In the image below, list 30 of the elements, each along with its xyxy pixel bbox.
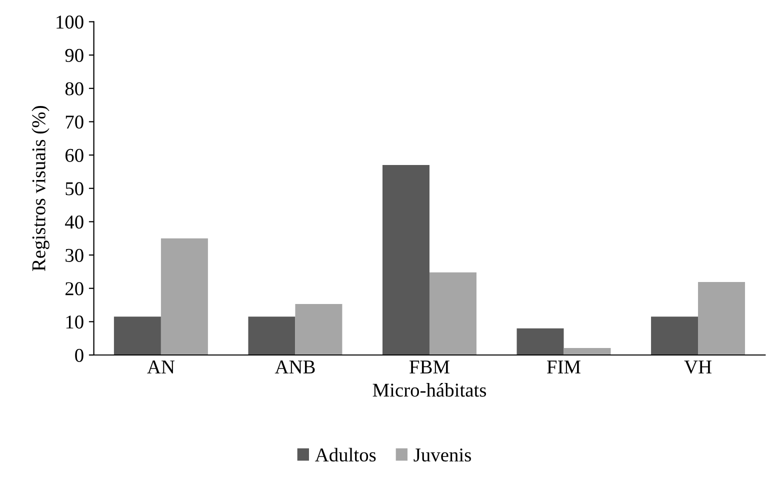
x-tick-label: AN: [147, 360, 175, 374]
legend-label: Adultos: [315, 448, 376, 462]
bar: [248, 316, 296, 356]
y-tick-label: 60: [65, 148, 84, 162]
y-tick-label: 10: [66, 315, 84, 329]
x-axis-title: Micro-hábitats: [372, 383, 486, 397]
bar: [564, 348, 611, 356]
bar: [698, 282, 746, 356]
x-tick-label: ANB: [274, 360, 315, 374]
bar: [429, 272, 476, 356]
legend-label: Juvenis: [414, 448, 471, 462]
y-tick-label: 80: [65, 82, 84, 96]
bar: [160, 238, 208, 356]
y-tick-label: 0: [75, 348, 84, 362]
x-tick-label: FIM: [547, 360, 580, 374]
y-tick-label: 100: [56, 16, 84, 29]
y-tick-label: 40: [65, 216, 84, 229]
y-axis-title: Registros visuais (%): [32, 106, 50, 271]
bar: [651, 316, 698, 356]
bar: [295, 304, 342, 356]
x-tick-label: FBM: [410, 360, 450, 374]
y-tick-label: 70: [66, 116, 84, 129]
bar: [114, 316, 161, 356]
bar: [382, 165, 430, 356]
y-tick-label: 30: [66, 248, 84, 262]
x-tick-label: VH: [684, 360, 712, 374]
y-tick-label: 20: [66, 282, 84, 296]
y-tick-label: 50: [66, 182, 84, 196]
bar: [516, 328, 564, 356]
y-tick-label: 90: [65, 48, 84, 62]
